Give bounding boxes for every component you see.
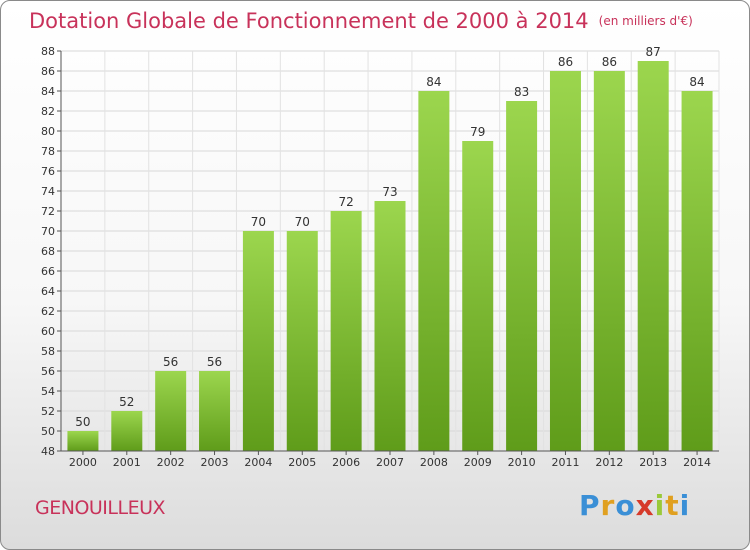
proxiti-logo: Proxiti [579, 489, 690, 522]
data-label-2003: 56 [207, 355, 222, 369]
y-tick-label: 76 [41, 165, 55, 178]
y-tick-label: 52 [41, 405, 55, 418]
bar-2006 [330, 211, 362, 451]
x-tick-label-2003: 2003 [201, 456, 229, 469]
x-tick-label-2009: 2009 [464, 456, 492, 469]
data-label-2004: 70 [251, 215, 266, 229]
y-tick-label: 84 [41, 85, 55, 98]
data-label-2000: 50 [75, 415, 90, 429]
x-tick-label-2008: 2008 [420, 456, 448, 469]
y-tick-label: 78 [41, 145, 55, 158]
x-tick-label-2000: 2000 [69, 456, 97, 469]
x-tick-label-2007: 2007 [376, 456, 404, 469]
bar-2012 [593, 71, 625, 451]
y-tick-label: 88 [41, 45, 55, 58]
data-label-2009: 79 [470, 125, 485, 139]
data-label-2012: 86 [602, 55, 617, 69]
bar-2005 [286, 231, 318, 451]
bar-2009 [462, 141, 494, 451]
logo-letter: i [654, 489, 666, 522]
y-tick-label: 54 [41, 385, 55, 398]
y-tick-label: 62 [41, 305, 55, 318]
y-tick-label: 74 [41, 185, 55, 198]
data-label-2007: 73 [382, 185, 397, 199]
y-tick-label: 64 [41, 285, 55, 298]
logo-letter: P [579, 489, 601, 522]
y-tick-label: 80 [41, 125, 55, 138]
data-label-2008: 84 [426, 75, 441, 89]
chart-title: Dotation Globale de Fonctionnement de 20… [29, 9, 693, 33]
y-tick-label: 50 [41, 425, 55, 438]
bar-2010 [506, 101, 538, 451]
y-tick-label: 56 [41, 365, 55, 378]
data-label-2014: 84 [689, 75, 704, 89]
data-label-2002: 56 [163, 355, 178, 369]
y-tick-label: 60 [41, 325, 55, 338]
bar-2008 [418, 91, 450, 451]
x-tick-label-2010: 2010 [508, 456, 536, 469]
data-label-2010: 83 [514, 85, 529, 99]
bar-2014 [681, 91, 713, 451]
x-tick-label-2001: 2001 [113, 456, 141, 469]
chart-unit: (en milliers d'€) [598, 14, 693, 28]
x-tick-label-2012: 2012 [595, 456, 623, 469]
x-tick-label-2011: 2011 [551, 456, 579, 469]
data-label-2005: 70 [295, 215, 310, 229]
bar-2000 [67, 431, 99, 451]
chart-title-text: Dotation Globale de Fonctionnement de 20… [29, 9, 589, 33]
data-label-2011: 86 [558, 55, 573, 69]
y-tick-label: 48 [41, 445, 55, 458]
y-tick-label: 66 [41, 265, 55, 278]
bar-2013 [637, 61, 669, 451]
logo-letter: x [635, 489, 655, 522]
y-tick-label: 58 [41, 345, 55, 358]
data-label-2006: 72 [338, 195, 353, 209]
bar-2004 [242, 231, 274, 451]
x-tick-label-2014: 2014 [683, 456, 711, 469]
logo-letter: i [679, 489, 691, 522]
data-labels: 50 52 56 56 70 70 72 73 84 79 83 86 86 87 84 [75, 45, 704, 429]
x-tick-label-2002: 2002 [157, 456, 185, 469]
y-tick-label: 86 [41, 65, 55, 78]
y-tick-label: 70 [41, 225, 55, 238]
bars [67, 61, 713, 451]
bar-2001 [111, 411, 143, 451]
data-label-2013: 87 [646, 45, 661, 59]
bar-2011 [549, 71, 581, 451]
x-tick-label-2005: 2005 [288, 456, 316, 469]
y-tick-label: 72 [41, 205, 55, 218]
axes: 48 50 52 54 56 58 60 62 64 66 68 70 72 74 76 78 80 82 84 86… [41, 45, 719, 469]
y-tick-label: 68 [41, 245, 55, 258]
logo-letter: r [600, 489, 616, 522]
x-tick-label-2004: 2004 [244, 456, 272, 469]
logo-letter: o [615, 489, 636, 522]
bar-2002 [155, 371, 187, 451]
logo-letter: t [665, 489, 680, 522]
bar-2007 [374, 201, 406, 451]
x-tick-label-2013: 2013 [639, 456, 667, 469]
commune-name: GENOUILLEUX [35, 497, 166, 519]
y-tick-label: 82 [41, 105, 55, 118]
x-tick-label-2006: 2006 [332, 456, 360, 469]
bar-2003 [199, 371, 231, 451]
data-label-2001: 52 [119, 395, 134, 409]
